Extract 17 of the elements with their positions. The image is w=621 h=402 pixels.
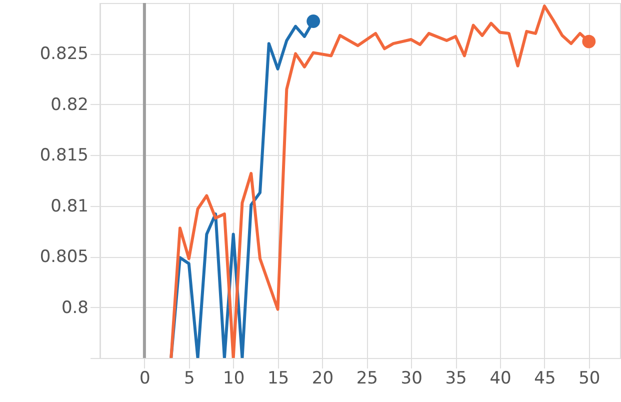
y-tick-label: 0.81: [50, 196, 88, 216]
y-tick-label: 0.825: [40, 44, 88, 64]
y-tick-label: 0.805: [40, 247, 88, 268]
x-tick-label: 20: [312, 368, 334, 388]
x-tick-label: 15: [267, 368, 290, 388]
x-tick-label: 40: [490, 368, 512, 388]
x-tick-label: 50: [578, 368, 600, 388]
x-tick-label: 5: [184, 368, 195, 388]
x-tick-label: 45: [534, 368, 556, 388]
y-tick-label: 0.8: [61, 298, 88, 318]
y-tick-label: 0.82: [50, 94, 88, 115]
x-tick-label: 0: [140, 368, 150, 388]
x-tick-label: 10: [223, 368, 245, 388]
x-tick-label: 35: [445, 368, 467, 388]
y-tick-label: 0.815: [40, 146, 88, 166]
x-tick-label: 30: [400, 368, 422, 388]
x-tick-label: 25: [356, 368, 378, 388]
